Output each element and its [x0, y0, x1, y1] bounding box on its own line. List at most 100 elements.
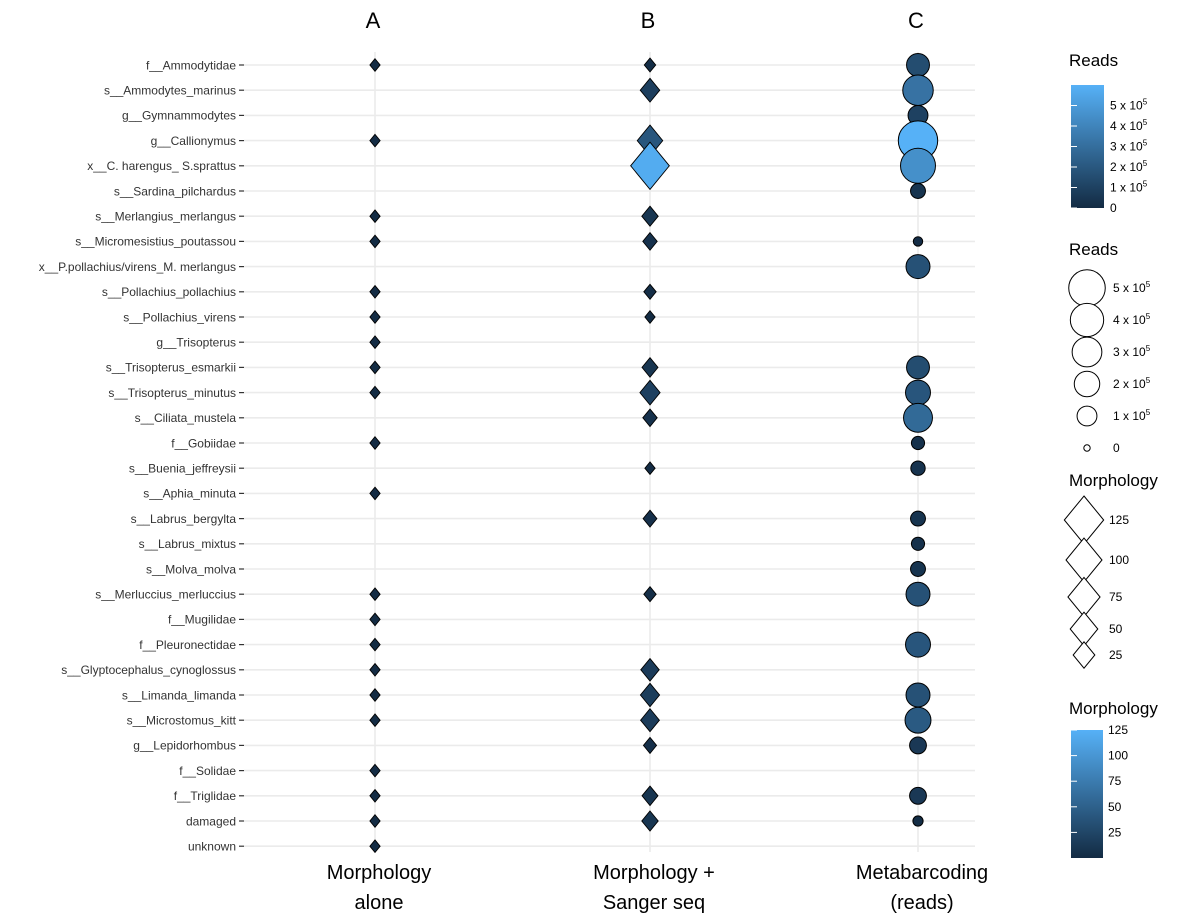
legend-key-label: 4 x 105 — [1113, 312, 1151, 327]
colorbar-tick-label: 125 — [1108, 723, 1128, 737]
point-metabarcoding — [912, 236, 924, 247]
point-morphology-sanger — [639, 682, 661, 708]
legend-key-label: 0 — [1113, 441, 1120, 455]
y-tick-label: g__Lepidorhombus — [133, 739, 236, 753]
y-tick-label: g__Callionymus — [151, 134, 236, 148]
point-morphology-alone — [369, 310, 381, 324]
point-morphology-sanger — [643, 283, 657, 301]
point-morphology-alone — [369, 839, 381, 854]
point-metabarcoding — [910, 435, 926, 451]
point-morphology-sanger — [644, 461, 656, 476]
y-tick-label: s__Labrus_mixtus — [139, 537, 236, 551]
y-tick-label: s__Trisopterus_minutus — [108, 386, 236, 400]
point-morphology-sanger — [643, 585, 657, 603]
point-metabarcoding — [909, 786, 927, 805]
y-tick-label: g__Gymnammodytes — [122, 109, 236, 123]
point-metabarcoding — [900, 147, 936, 184]
point-morphology-sanger — [644, 310, 656, 324]
point-morphology-alone — [369, 814, 381, 828]
legend-key-label: 50 — [1109, 622, 1123, 636]
point-metabarcoding — [905, 254, 931, 280]
point-morphology-sanger — [641, 785, 659, 807]
y-tick-label: s__Merlangius_merlangus — [95, 210, 236, 224]
point-morphology-alone — [369, 209, 381, 224]
legend-key-circle — [1083, 444, 1091, 452]
y-tick-label: s__Pollachius_virens — [123, 310, 236, 324]
point-morphology-alone — [369, 284, 381, 299]
point-morphology-alone — [369, 788, 381, 803]
point-metabarcoding — [910, 561, 926, 577]
point-morphology-alone — [369, 688, 381, 702]
column-titles: Morphology alone Morphology + Sanger seq Met… — [327, 862, 988, 914]
point-metabarcoding — [910, 510, 926, 527]
legend-key-circle — [1076, 405, 1098, 427]
point-morphology-sanger — [630, 141, 670, 191]
legend-key-circle — [1071, 336, 1103, 368]
legend-key-diamond — [1063, 495, 1105, 545]
column-title-A: alone — [355, 892, 404, 914]
y-tick-label: f__Solidae — [179, 764, 236, 778]
point-morphology-alone — [369, 436, 381, 450]
point-morphology-sanger — [639, 77, 661, 103]
colorbar-morphology — [1071, 730, 1103, 858]
point-metabarcoding — [903, 402, 933, 433]
column-title-B: Sanger seq — [603, 892, 705, 914]
legend-morphology-size: Morphology 125 100 75 50 25 — [1063, 471, 1158, 670]
point-morphology-sanger — [640, 708, 660, 733]
point-morphology-sanger — [641, 205, 659, 227]
colorbar-tick-label: 100 — [1108, 749, 1128, 763]
y-tick-label: s__Molva_molva — [146, 562, 236, 576]
point-morphology-alone — [369, 486, 381, 501]
point-morphology-sanger — [643, 57, 657, 73]
legend-key-diamond — [1072, 640, 1096, 670]
y-tick-label: s__Merluccius_merluccius — [95, 588, 236, 602]
legend-key-label: 100 — [1109, 553, 1129, 567]
point-metabarcoding — [910, 183, 926, 199]
legend-key-label: 25 — [1109, 648, 1123, 662]
y-tick-label: unknown — [188, 840, 236, 854]
point-morphology-sanger — [641, 356, 659, 378]
column-title-B: Morphology + — [593, 862, 715, 884]
y-tick-label: x__C. harengus_ S.sprattus — [87, 159, 236, 173]
point-morphology-alone — [369, 58, 381, 72]
legend-key-label: 75 — [1109, 590, 1123, 604]
point-morphology-alone — [369, 637, 381, 652]
y-tick-label: s__Ciliata_mustela — [135, 411, 237, 425]
y-axis-labels: f__Ammodytidae s__Ammodytes_marinus g__Gym… — [39, 58, 244, 854]
point-morphology-alone — [369, 662, 381, 677]
point-metabarcoding — [906, 53, 930, 77]
y-tick-label: s__Micromesistius_poutassou — [75, 235, 236, 249]
colorbar-tick-label: 3 x 105 — [1110, 139, 1148, 154]
legend-key-diamond — [1065, 537, 1103, 583]
colorbar-tick-label: 1 x 105 — [1110, 180, 1148, 195]
point-metabarcoding — [904, 706, 932, 734]
point-morphology-alone — [369, 763, 381, 778]
legend-title: Reads — [1069, 240, 1118, 259]
point-morphology-sanger — [642, 736, 658, 755]
point-metabarcoding — [902, 74, 934, 106]
point-morphology-sanger — [640, 657, 660, 682]
legend-title: Reads — [1069, 51, 1118, 70]
point-morphology-alone — [369, 133, 381, 148]
point-morphology-alone — [369, 234, 381, 249]
y-tick-label: g__Trisopterus — [156, 336, 236, 350]
point-morphology-alone — [369, 713, 381, 728]
column-title-A: Morphology — [327, 862, 432, 884]
legend-key-label: 125 — [1109, 513, 1129, 527]
y-tick-label: s__Pollachius_pollachius — [102, 285, 236, 299]
y-tick-label: s__Ammodytes_marinus — [104, 84, 236, 98]
legend-title: Morphology — [1069, 699, 1158, 718]
colorbar-tick-label: 75 — [1108, 774, 1122, 788]
data-marks — [369, 53, 939, 854]
point-morphology-alone — [369, 335, 381, 350]
point-metabarcoding — [905, 379, 931, 406]
y-tick-label: f__Mugilidae — [168, 613, 236, 627]
point-metabarcoding — [910, 460, 926, 476]
legend-key-label: 3 x 105 — [1113, 344, 1151, 359]
point-metabarcoding — [905, 581, 931, 607]
y-tick-label: f__Ammodytidae — [146, 58, 236, 72]
grid-lines — [244, 52, 975, 852]
colorbar-tick-label: 5 x 105 — [1110, 98, 1148, 113]
legend-key-circle — [1069, 302, 1105, 338]
point-morphology-alone — [369, 360, 381, 375]
